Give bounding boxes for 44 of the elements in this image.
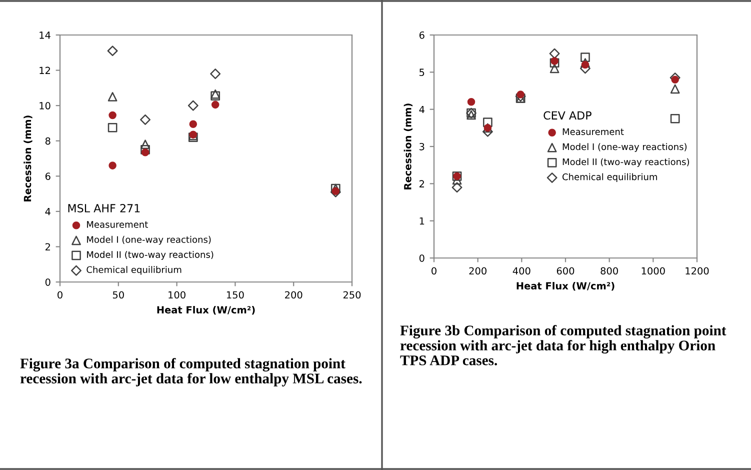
x-tick-label: 250: [343, 291, 361, 299]
y-tick-label: 6: [419, 31, 424, 39]
y-tick-label: 0: [419, 254, 424, 262]
y-tick-label: 14: [40, 32, 50, 39]
y-tick-label: 10: [40, 102, 50, 110]
legend-label: Chemical equilibrium: [86, 266, 182, 275]
x-tick-label: 150: [226, 291, 244, 299]
legend-label: Model II (two-way reactions): [562, 158, 689, 167]
y-tick-label: 3: [420, 142, 424, 150]
x-axis-title: Heat Flux (W/cm²): [157, 306, 255, 315]
x-tick-label: 50: [112, 291, 124, 299]
x-axis-title: Heat Flux (W/cm²): [516, 282, 614, 291]
legend-label: Model I (one-way reactions): [562, 143, 687, 152]
y-tick-label: 4: [419, 106, 424, 114]
x-tick-label: 1200: [686, 267, 709, 275]
x-tick-label: 400: [512, 267, 530, 275]
legend-title: CEV ADP: [544, 111, 592, 120]
legend-label: Model II (two-way reactions): [87, 250, 214, 260]
legend-label: Chemical equilibrium: [562, 173, 657, 182]
y-tick-label: 2: [420, 180, 424, 188]
x-tick-label: 800: [600, 267, 618, 275]
y-tick-label: 1: [420, 217, 424, 225]
y-axis-title: Recession (mm): [24, 116, 32, 202]
caption: Figure 3a Comparison of computed stagnation point recession with arc-jet data for low enthalpy MSL cases.: [20, 358, 362, 386]
y-tick-label: 12: [40, 66, 50, 74]
y-tick-label: 5: [420, 68, 424, 76]
y-tick-label: 2: [46, 243, 50, 250]
caption: Figure 3b Comparison of computed stagnation point recession with arc-jet data for high enthalpy Orion TPS ADP cases.: [400, 325, 726, 366]
x-tick-label: 200: [285, 291, 302, 299]
x-tick-label: 0: [432, 267, 436, 275]
y-tick-label: 8: [45, 137, 50, 145]
y-axis-title: Recession (mm): [404, 104, 412, 190]
y-tick-label: 6: [45, 172, 50, 180]
x-tick-label: 600: [556, 267, 574, 275]
x-tick-label: 1000: [642, 267, 665, 275]
x-tick-label: 100: [168, 291, 186, 299]
legend-label: Measurement: [87, 221, 148, 228]
legend-title: MSL AHF 271: [68, 204, 140, 212]
y-tick-label: 4: [45, 208, 50, 216]
x-tick-label: 0: [58, 291, 62, 299]
legend-label: Model I (one-way reactions): [87, 236, 211, 245]
y-tick-label: 0: [45, 278, 50, 286]
legend-label: Measurement: [562, 128, 624, 136]
x-tick-label: 200: [469, 267, 486, 275]
